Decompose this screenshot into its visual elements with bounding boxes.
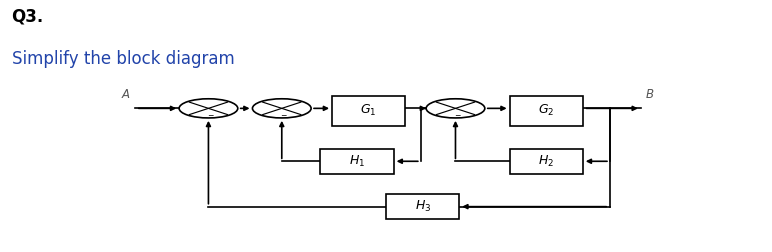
Text: $B$: $B$ <box>645 88 654 101</box>
Text: $H_2$: $H_2$ <box>538 154 554 169</box>
Text: Q3.: Q3. <box>12 8 44 25</box>
Text: $G_1$: $G_1$ <box>361 103 377 118</box>
Bar <box>510 96 583 126</box>
Bar <box>332 96 405 126</box>
Text: $-$: $-$ <box>454 109 462 118</box>
Bar <box>510 149 583 174</box>
Text: $H_3$: $H_3$ <box>415 199 431 214</box>
Text: $G_2$: $G_2$ <box>538 103 554 118</box>
Text: $-$: $-$ <box>207 109 215 118</box>
Text: $H_1$: $H_1$ <box>349 154 365 169</box>
Bar <box>386 194 459 219</box>
Text: $A$: $A$ <box>121 88 131 101</box>
Text: Simplify the block diagram: Simplify the block diagram <box>12 50 235 68</box>
Bar <box>320 149 394 174</box>
Text: $-$: $-$ <box>280 109 288 118</box>
